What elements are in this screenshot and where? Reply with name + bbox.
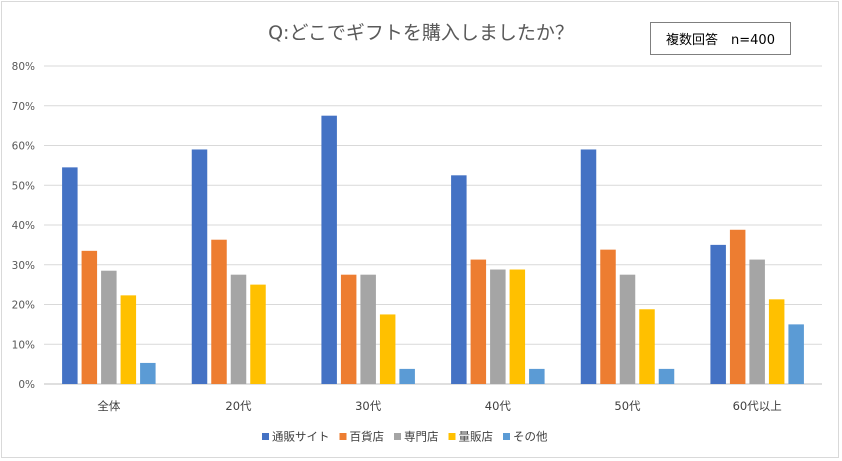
bar: [191, 149, 208, 384]
bar: [250, 284, 266, 384]
bar: [140, 362, 156, 384]
y-tick-label: 60%: [12, 141, 35, 153]
bar: [729, 229, 746, 384]
bar: [639, 309, 655, 384]
x-category-label: 30代: [355, 399, 382, 413]
legend-swatch: [503, 433, 510, 440]
bar: [120, 295, 137, 384]
bars: [62, 115, 804, 384]
bar: [360, 274, 376, 384]
y-tick-label: 40%: [12, 220, 35, 232]
y-tick-label: 80%: [12, 61, 35, 73]
legend-label: 量販店: [459, 430, 494, 444]
bar: [600, 249, 616, 384]
x-category-label: 全体: [97, 399, 120, 413]
bar: [451, 175, 467, 384]
y-axis-ticks: 0% 10% 20% 30% 40% 50% 60% 70% 80%: [12, 61, 35, 391]
bar: [211, 239, 227, 384]
bar: [749, 259, 765, 384]
bar: [529, 368, 545, 384]
bar: [379, 314, 396, 384]
legend-swatch: [394, 433, 401, 440]
legend-label: 通販サイト: [272, 430, 330, 444]
bar: [788, 324, 804, 384]
bar: [321, 115, 337, 384]
bar: [768, 299, 785, 384]
legend-swatch: [262, 433, 269, 440]
annotation-box: 複数回答 n=400: [650, 22, 791, 55]
bar: [580, 149, 597, 384]
legend-label: 百貨店: [350, 430, 385, 444]
y-tick-label: 30%: [12, 260, 35, 272]
bar: [81, 250, 98, 384]
annotation-text: 複数回答 n=400: [666, 33, 775, 48]
bar: [230, 274, 247, 384]
legend-swatch: [339, 433, 347, 440]
x-axis-labels: 全体 20代 30代 40代 50代 60代以上: [97, 399, 781, 413]
x-category-label: 20代: [225, 399, 252, 413]
y-tick-label: 50%: [12, 180, 35, 192]
bar: [619, 274, 636, 384]
bar: [101, 270, 117, 384]
bar: [710, 244, 726, 384]
legend-label: その他: [513, 430, 548, 444]
bar: [490, 269, 506, 384]
chart-title: Q:どこでギフトを購入しましたか？: [268, 22, 574, 44]
x-category-label: 50代: [614, 399, 641, 413]
x-category-label: 40代: [485, 399, 512, 413]
bar: [470, 259, 487, 384]
bar: [340, 274, 357, 384]
bar: [658, 368, 675, 384]
gridlines: [44, 65, 822, 385]
x-category-label: 60代以上: [733, 399, 782, 413]
y-tick-label: 20%: [12, 300, 35, 312]
legend: 通販サイト 百貨店 専門店 量販店 その他: [262, 430, 548, 444]
y-tick-label: 10%: [12, 339, 35, 351]
legend-swatch: [448, 433, 456, 440]
bar: [399, 368, 415, 384]
bar: [62, 167, 78, 384]
y-tick-label: 70%: [12, 101, 35, 113]
bar: [509, 269, 526, 384]
legend-label: 専門店: [404, 430, 439, 444]
y-tick-label: 0%: [18, 379, 35, 391]
